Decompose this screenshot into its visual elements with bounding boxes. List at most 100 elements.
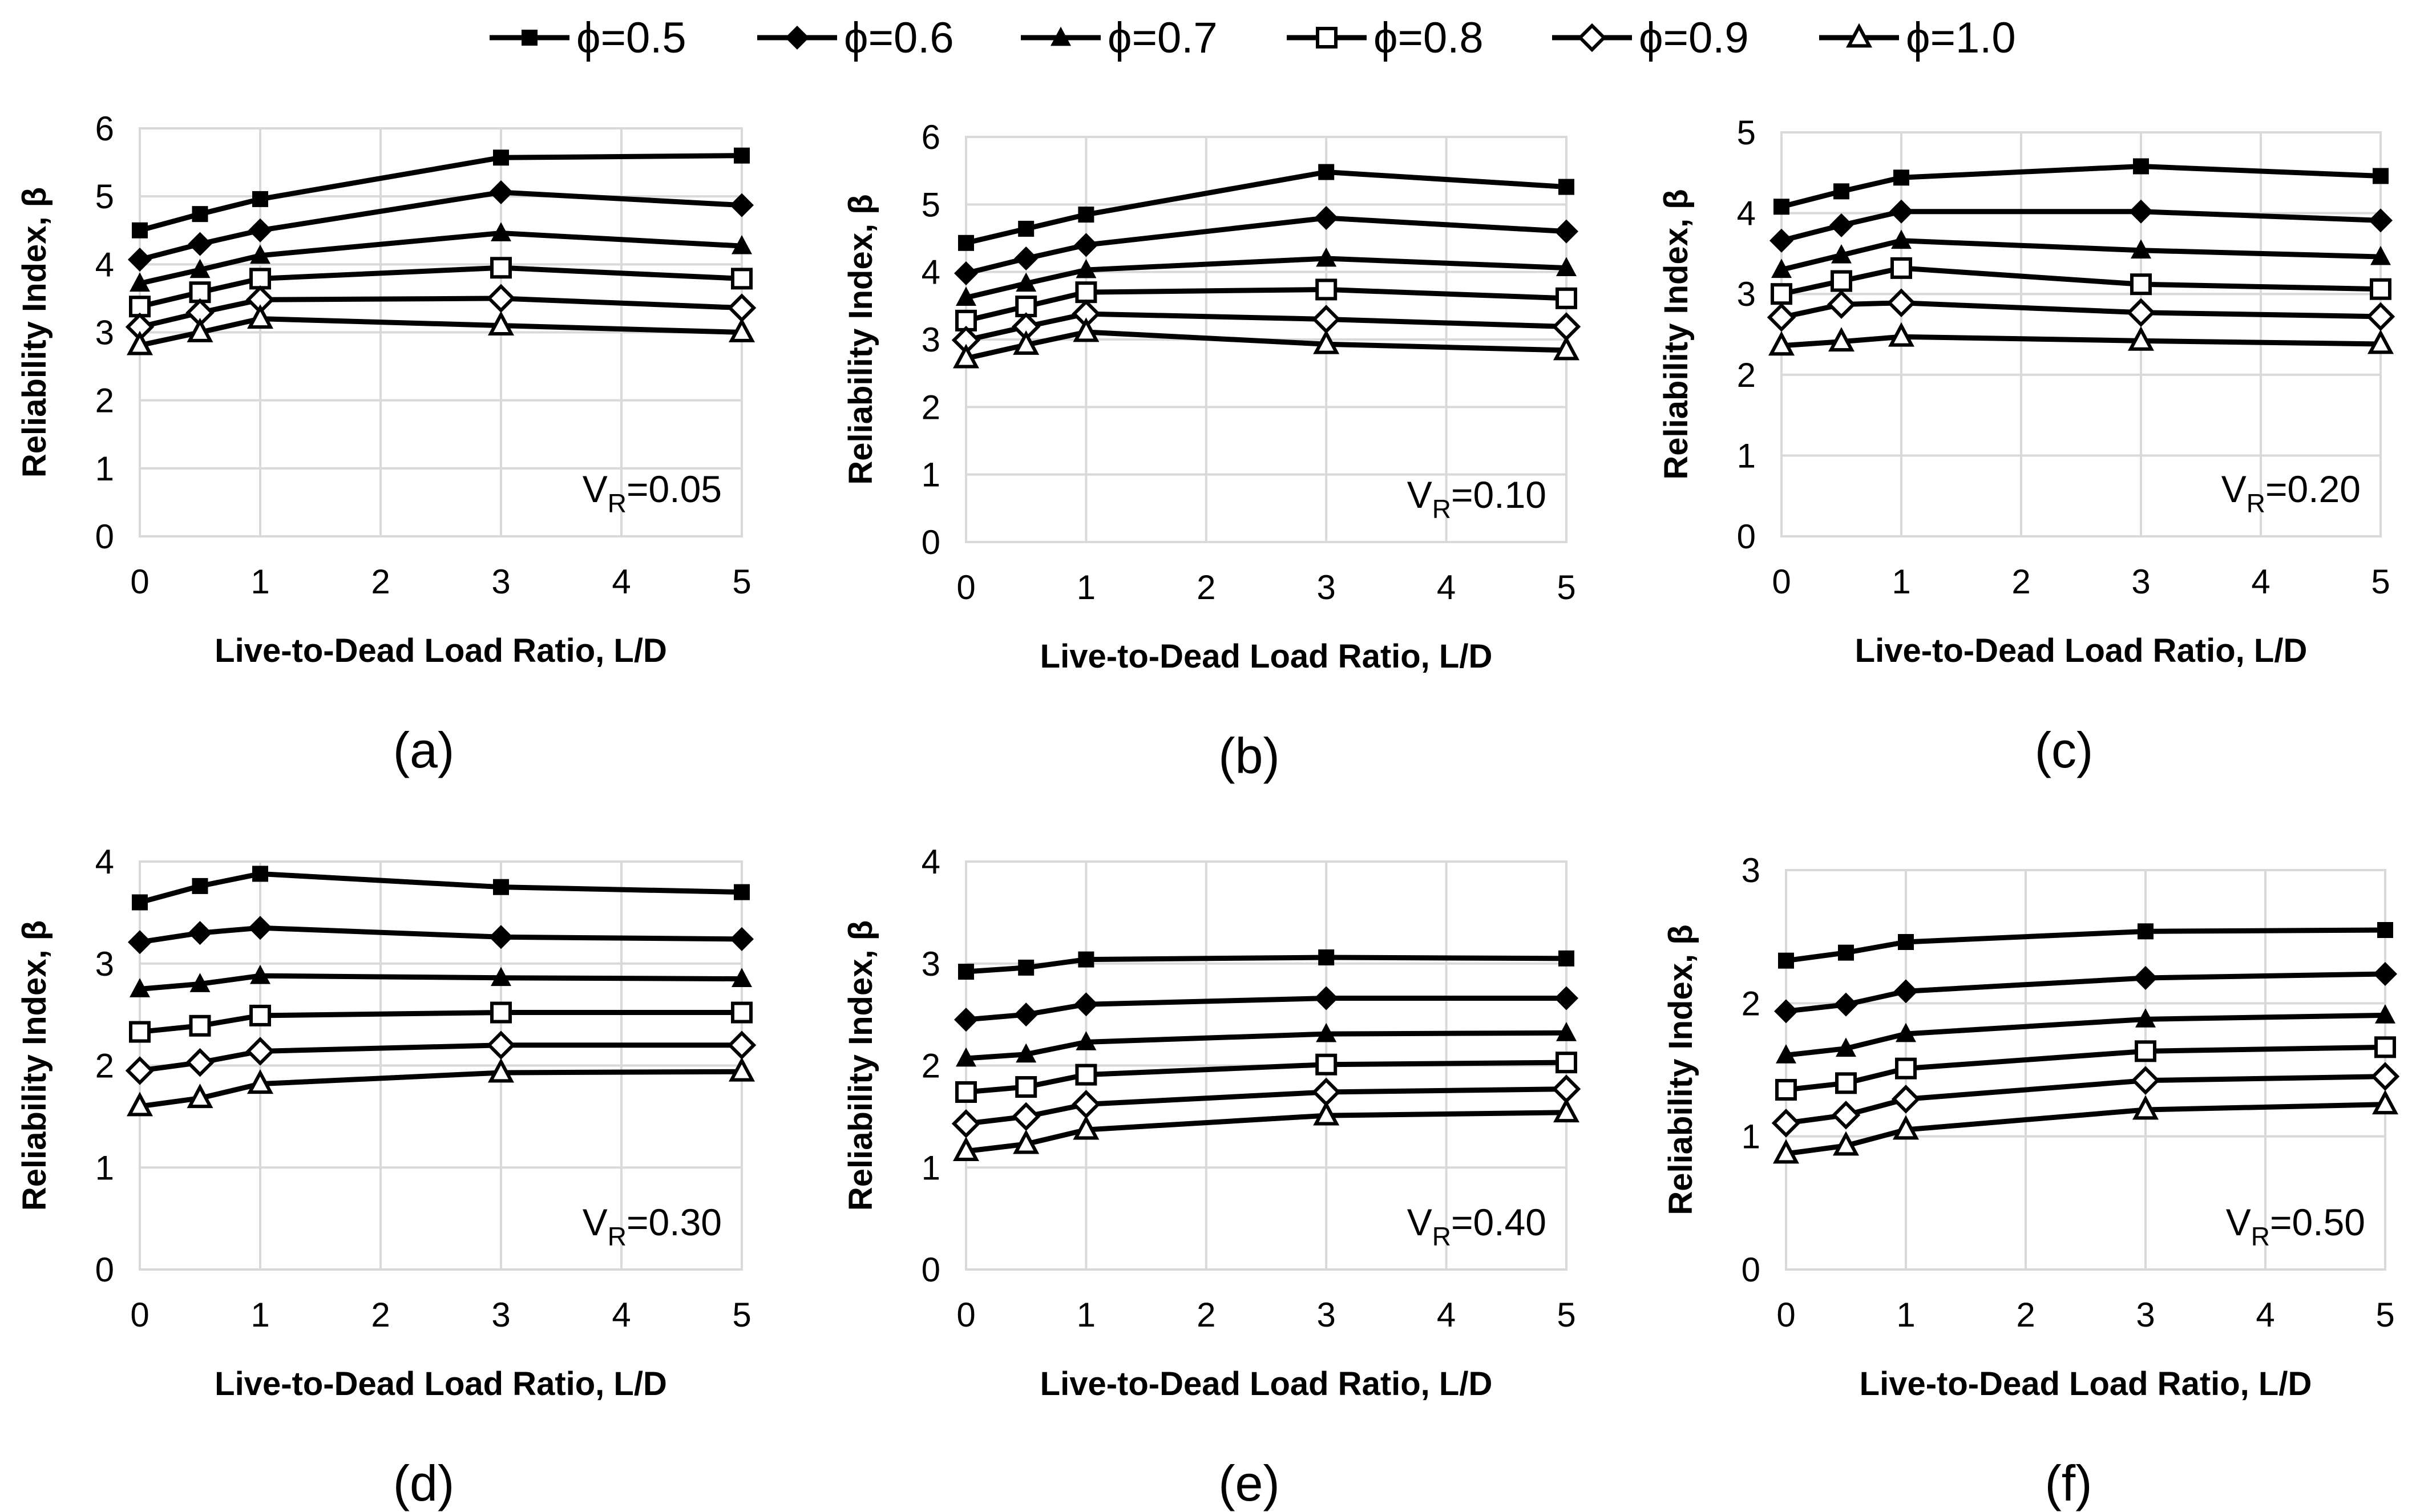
vr-annotation: VR=0.50 xyxy=(2226,1201,2365,1251)
data-point xyxy=(1831,244,1852,264)
data-point xyxy=(2366,302,2395,331)
vr-annotation: VR=0.20 xyxy=(2221,468,2361,518)
vr-annotation: VR=0.10 xyxy=(1407,474,1546,524)
series-line xyxy=(1785,971,2386,1014)
y-tick-label: 0 xyxy=(922,523,940,561)
y-tick-label: 2 xyxy=(95,382,114,420)
panel-label: (c) xyxy=(2035,722,2094,778)
data-point xyxy=(1767,303,1796,332)
series-line xyxy=(1781,334,2381,349)
y-axis-title: Reliability Index, β xyxy=(842,920,879,1211)
data-point xyxy=(187,1084,213,1109)
data-point xyxy=(2373,962,2397,986)
data-point xyxy=(493,879,509,895)
data-point xyxy=(1314,206,1339,230)
data-point xyxy=(1771,258,1792,278)
data-point xyxy=(1558,179,1574,195)
data-point xyxy=(1311,305,1341,334)
data-point xyxy=(1552,1074,1581,1103)
y-tick-label: 4 xyxy=(922,843,940,881)
data-point xyxy=(1011,1102,1041,1131)
data-point xyxy=(1552,312,1581,341)
data-point xyxy=(132,894,148,911)
series-3 xyxy=(956,247,1577,306)
data-point xyxy=(1553,1098,1580,1123)
data-point xyxy=(192,206,208,223)
series-5 xyxy=(951,299,1581,355)
data-point xyxy=(1556,257,1577,276)
data-point xyxy=(2129,199,2153,224)
x-tick-label: 4 xyxy=(2251,563,2270,601)
data-point xyxy=(1074,233,1098,257)
y-tick-label: 0 xyxy=(922,1251,940,1289)
x-tick-label: 4 xyxy=(1437,568,1456,607)
series-1 xyxy=(1773,158,2389,215)
series-line xyxy=(965,1110,1567,1154)
chart-panel-c: 0 1 2 3 4 5 0 1 2 3 4 5 Live-to-Dead Load Ratio, L/D… xyxy=(1658,114,2395,778)
data-point xyxy=(731,1001,753,1024)
y-tick-label: 2 xyxy=(1742,984,1760,1022)
series-line xyxy=(139,153,742,233)
x-tick-label: 5 xyxy=(732,1296,751,1334)
y-tick-label: 2 xyxy=(95,1047,114,1085)
data-point xyxy=(2367,329,2394,354)
data-point xyxy=(2375,1004,2395,1024)
series-2 xyxy=(1769,199,2393,253)
data-point xyxy=(187,317,213,342)
x-axis-title: Live-to-Dead Load Ratio, L/D xyxy=(215,1365,667,1402)
data-point xyxy=(1827,290,1856,319)
x-tick-label: 5 xyxy=(2375,1296,2394,1334)
legend-item-3: ϕ=0.7 xyxy=(1021,14,1218,62)
series-4 xyxy=(129,1001,753,1043)
y-tick-label: 5 xyxy=(922,185,940,224)
data-point xyxy=(1014,246,1039,270)
data-point xyxy=(185,1048,215,1077)
legend: ϕ=0.5 ϕ=0.6 ϕ=0.7 ϕ=0.8 ϕ=0.9 ϕ=1.0 xyxy=(490,14,2016,62)
data-point xyxy=(732,235,752,254)
series-line xyxy=(139,973,742,992)
panel-label: (e) xyxy=(1218,1455,1280,1511)
data-point xyxy=(487,311,515,335)
data-point xyxy=(1075,281,1097,304)
data-point xyxy=(126,1091,153,1117)
data-point xyxy=(1073,317,1100,342)
data-point xyxy=(1773,199,1789,215)
x-tick-label: 4 xyxy=(612,1296,631,1334)
data-point xyxy=(1315,278,1338,301)
legend-label: ϕ=0.6 xyxy=(844,14,954,62)
data-point xyxy=(2370,278,2391,300)
series-1 xyxy=(132,147,750,238)
data-point xyxy=(486,1030,516,1060)
series-1 xyxy=(132,866,750,911)
data-point xyxy=(1318,164,1335,180)
data-point xyxy=(1888,322,1915,347)
legend-marker xyxy=(522,30,538,46)
chart-panel-f: 0 1 2 3 4 5 0 1 2 3 Live-to-Dead Load Ratio, L/D Re… xyxy=(1662,851,2400,1511)
data-point xyxy=(1892,1115,1920,1140)
data-point xyxy=(2373,168,2389,184)
series-6 xyxy=(126,304,755,355)
data-point xyxy=(126,330,153,355)
data-point xyxy=(1828,327,1855,352)
data-point xyxy=(2130,273,2152,296)
data-point xyxy=(1833,183,1849,200)
data-point xyxy=(1076,1031,1097,1050)
chart-panel-d: 0 1 2 3 4 5 0 1 2 3 4 Live-to-Dead Load Ratio, L/D R… xyxy=(16,843,757,1511)
x-tick-label: 3 xyxy=(491,1296,510,1334)
data-point xyxy=(1769,228,1793,253)
series-line xyxy=(1781,265,2381,297)
series-2 xyxy=(954,206,1578,286)
data-point xyxy=(1776,1044,1796,1064)
y-tick-label: 0 xyxy=(95,518,114,556)
data-point xyxy=(1556,1022,1577,1041)
data-point xyxy=(490,257,512,279)
data-point xyxy=(727,1030,757,1060)
data-point xyxy=(2374,1036,2396,1058)
x-tick-label: 0 xyxy=(1772,563,1791,601)
data-point xyxy=(1554,986,1578,1010)
data-point xyxy=(487,1058,515,1083)
data-point xyxy=(1894,979,1918,1004)
legend-marker xyxy=(1051,26,1071,46)
legend-label: ϕ=0.5 xyxy=(576,14,686,62)
